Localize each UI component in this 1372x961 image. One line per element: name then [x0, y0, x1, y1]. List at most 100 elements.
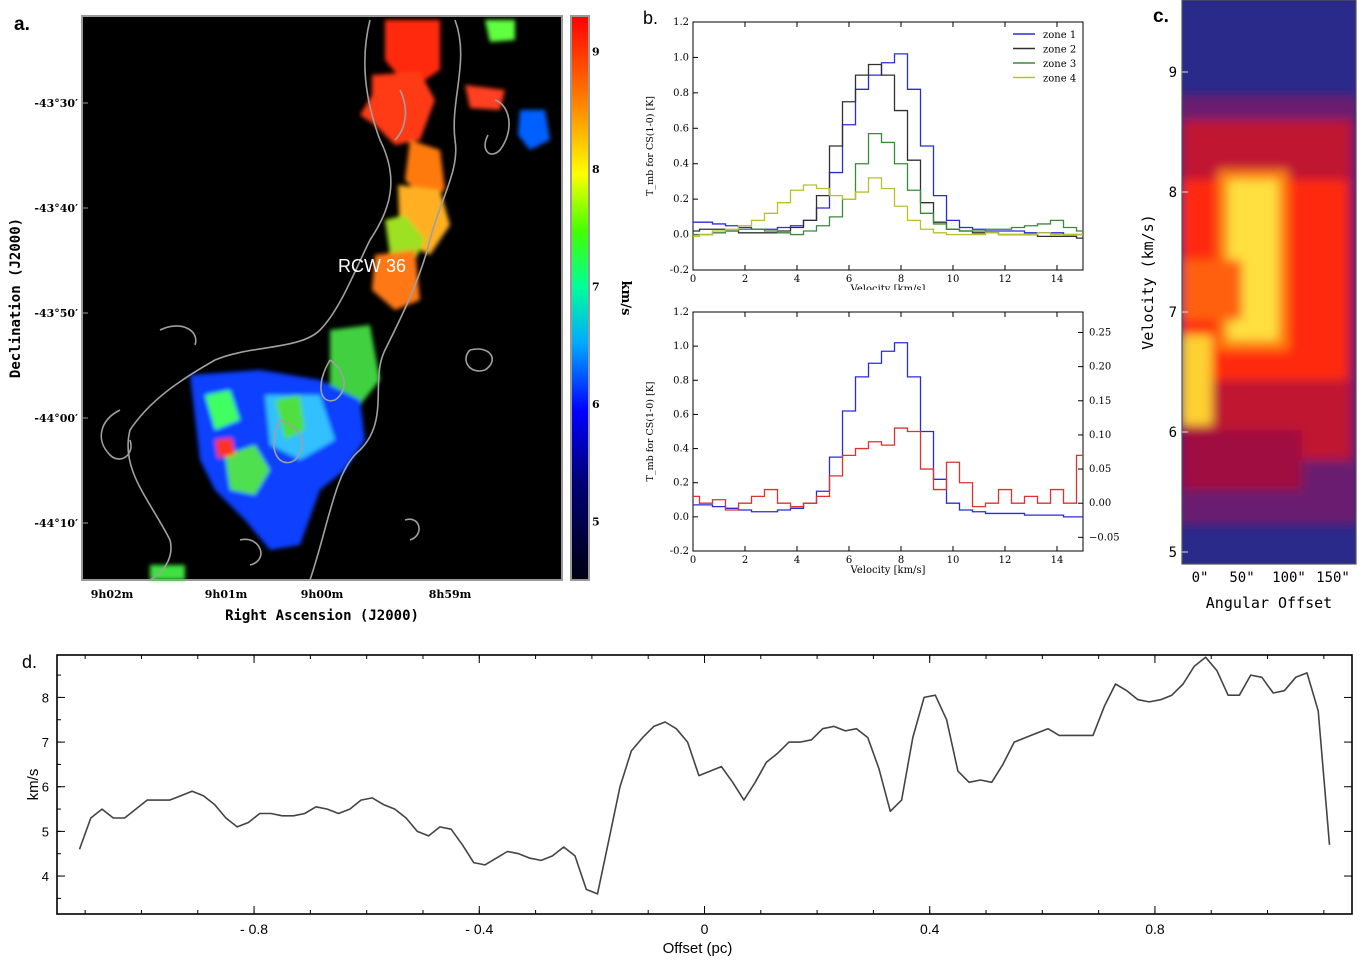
- y-tick-label: 1.2: [673, 307, 689, 318]
- pv-x-tick-label: 150": [1316, 570, 1350, 586]
- pv-x-tick-label: 50": [1229, 570, 1254, 586]
- x-tick-label: 12: [999, 555, 1012, 566]
- x-tick-label: 0: [690, 555, 696, 566]
- colorbar-tick-label: 5: [592, 515, 600, 528]
- x-axis-label: Velocity [km/s]: [850, 565, 926, 576]
- panel-b-top-spectrum: 0 2 4 6 8 10 12 14 -0.2 0.0 0.2 0.4 0.6 0.8 1.0 1.2 Velo…: [645, 17, 1084, 290]
- y-tick-label: 0.2: [673, 478, 689, 489]
- panel-a-label: a.: [14, 14, 30, 35]
- pv-x-tick-labels: 0" 50" 100" 150": [1192, 570, 1350, 586]
- y-tick-label: 1.2: [673, 17, 689, 28]
- colorbar-tick-label: 8: [592, 163, 600, 176]
- pv-y-tick-label: 5: [1169, 545, 1177, 561]
- x-axis-label: Velocity [km/s]: [850, 284, 926, 290]
- x-tick-label: 6: [846, 555, 852, 566]
- plot-frame: [56, 654, 1353, 915]
- colorbar-tick-label: 9: [592, 45, 600, 58]
- y-axis-label: T_mb for CS(1-0) [K]: [645, 381, 656, 481]
- y-tick-label: -0.2: [670, 265, 689, 276]
- x-tick-label: 12: [999, 274, 1012, 285]
- y-axis-label: T_mb for CS(1-0) [K]: [645, 96, 656, 196]
- x-tick-label: 2: [742, 555, 748, 566]
- panel-d-label: d.: [22, 652, 38, 672]
- x-tick-label: 10: [947, 555, 960, 566]
- dec-tick-label: -44°10′: [34, 517, 78, 530]
- pv-y-tick-labels: 5 6 7 8 9: [1169, 65, 1188, 561]
- pv-ylabel: Velocity (km/s): [1139, 214, 1157, 349]
- series-line: [693, 177, 1083, 237]
- series-line: [693, 132, 1083, 236]
- legend-label: zone 2: [1043, 45, 1076, 56]
- map-emission: [150, 20, 550, 580]
- y-tick-label: 0.6: [673, 409, 689, 420]
- x-tick-label: 0.8: [1145, 921, 1165, 937]
- y-tick-label: -0.2: [670, 546, 689, 557]
- y-tick-label: 0.6: [673, 123, 689, 134]
- y2-tick-label: 0.25: [1089, 327, 1111, 338]
- legend-label: zone 4: [1043, 74, 1076, 85]
- x-tick-label: 14: [1051, 274, 1064, 285]
- dec-tick-label: -44°00′: [34, 412, 78, 425]
- y-tick-label: 0.2: [673, 194, 689, 205]
- pv-y-tick-label: 6: [1169, 425, 1177, 441]
- velocity-profile-line: [78, 656, 1331, 895]
- y-tick-label: 0.0: [673, 230, 689, 241]
- y2-tick-label: 0.20: [1089, 362, 1111, 373]
- pv-xlabel: Angular Offset: [1206, 594, 1332, 612]
- ra-tick-label: 9h02m: [91, 588, 134, 601]
- series-line: [693, 342, 1083, 518]
- y-axis-label: km/s: [25, 769, 42, 801]
- x-axis-label: Offset (pc): [663, 940, 733, 957]
- series-line: [693, 427, 1083, 511]
- y2-tick-label: 0.05: [1089, 464, 1111, 475]
- y-tick-label: 0.8: [673, 88, 689, 99]
- x-tick-label: 8: [898, 555, 904, 566]
- legend-label: zone 1: [1043, 30, 1076, 41]
- y2-tick-label: 0.00: [1089, 498, 1111, 509]
- y-tick-label: 1.0: [673, 341, 689, 352]
- pv-emission: [1182, 95, 1356, 525]
- y-tick-label: 0.0: [673, 512, 689, 523]
- y-tick-label: 0.8: [673, 375, 689, 386]
- y-tick-label: 8: [42, 690, 49, 705]
- y-tick-label: 5: [42, 824, 49, 839]
- y-tick-label: 1.0: [673, 52, 689, 63]
- x-tick-label: - 0.8: [240, 921, 268, 937]
- x-tick-label: 0: [690, 274, 696, 285]
- panel-b-label: b.: [643, 8, 659, 28]
- x-tick-label: - 0.4: [465, 921, 493, 937]
- pv-x-tick-label: 0": [1192, 570, 1209, 586]
- y-tick-label: 7: [42, 735, 49, 750]
- x-tick-label: 0: [701, 921, 709, 937]
- dec-tick-labels: -43°30′ -43°40′ -43°50′ -44°00′ -44°10′: [34, 97, 88, 530]
- map-xlabel: Right Ascension (J2000): [225, 608, 419, 624]
- pv-y-tick-label: 7: [1169, 305, 1177, 321]
- colorbar: [570, 15, 590, 581]
- map-ylabel: Declination (J2000): [8, 218, 24, 378]
- ra-tick-labels: 9h02m 9h01m 9h00m 8h59m: [91, 588, 472, 601]
- pv-y-tick-label: 9: [1169, 65, 1177, 81]
- ra-tick-label: 9h00m: [301, 588, 344, 601]
- x-tick-label: 4: [794, 274, 800, 285]
- map-annotation: RCW 36: [338, 256, 406, 276]
- dec-tick-label: -43°30′: [34, 97, 78, 110]
- pv-x-tick-label: 100": [1272, 570, 1306, 586]
- colorbar-label: km/s: [618, 281, 633, 316]
- x-tick-label: 0.4: [920, 921, 940, 937]
- x-tick-label: 8: [898, 274, 904, 285]
- colorbar-tick-label: 7: [592, 280, 600, 293]
- y2-tick-label: 0.15: [1089, 396, 1111, 407]
- panel-c-label: c.: [1153, 6, 1169, 27]
- y-tick-label: 4: [42, 869, 49, 884]
- panel-c-pv-diagram: 5 6 7 8 9 0" 50" 100" 150" Angular Offset Veloc…: [1139, 0, 1357, 612]
- legend-label: zone 3: [1043, 59, 1076, 70]
- colorbar-ticks: 9 8 7 6 5: [592, 45, 600, 528]
- y-tick-label: 0.4: [673, 444, 689, 455]
- ra-tick-label: 9h01m: [205, 588, 248, 601]
- x-tick-label: 14: [1051, 555, 1064, 566]
- pv-y-tick-label: 8: [1169, 185, 1177, 201]
- colorbar-tick-label: 6: [592, 398, 600, 411]
- y2-tick-label: 0.10: [1089, 430, 1111, 441]
- x-tick-label: 10: [947, 274, 960, 285]
